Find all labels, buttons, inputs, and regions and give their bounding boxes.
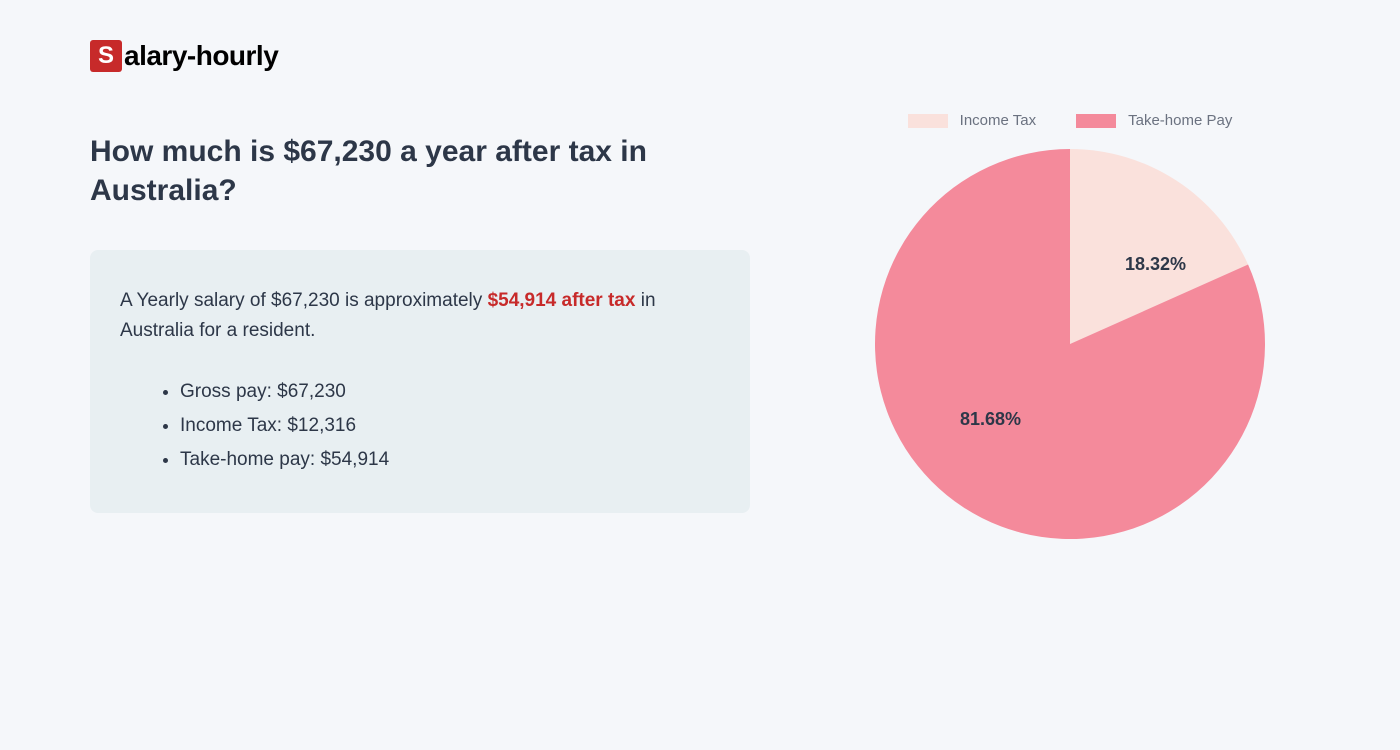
legend-label: Take-home Pay xyxy=(1128,112,1232,129)
info-text-before: A Yearly salary of $67,230 is approximat… xyxy=(120,290,488,311)
legend-label: Income Tax xyxy=(960,112,1036,129)
pie-chart: 18.32% 81.68% xyxy=(875,149,1265,539)
right-column: Income Tax Take-home Pay 18.32% 81.68% xyxy=(830,132,1310,539)
logo-icon: S xyxy=(90,40,122,72)
legend-item-take-home: Take-home Pay xyxy=(1076,112,1232,129)
info-box: A Yearly salary of $67,230 is approximat… xyxy=(90,250,750,513)
pie-label-income-tax: 18.32% xyxy=(1125,254,1186,275)
list-item: Take-home pay: $54,914 xyxy=(180,443,720,477)
legend-item-income-tax: Income Tax xyxy=(908,112,1036,129)
page-heading: How much is $67,230 a year after tax in … xyxy=(90,132,750,210)
info-highlight: $54,914 after tax xyxy=(488,290,636,311)
main-content: How much is $67,230 a year after tax in … xyxy=(90,132,1310,539)
list-item: Gross pay: $67,230 xyxy=(180,375,720,409)
legend-swatch xyxy=(1076,114,1116,128)
logo: S alary-hourly xyxy=(90,40,1310,72)
pie-label-take-home: 81.68% xyxy=(960,409,1021,430)
pie-svg xyxy=(875,149,1265,539)
chart-legend: Income Tax Take-home Pay xyxy=(830,112,1310,129)
legend-swatch xyxy=(908,114,948,128)
list-item: Income Tax: $12,316 xyxy=(180,409,720,443)
left-column: How much is $67,230 a year after tax in … xyxy=(90,132,750,539)
info-summary: A Yearly salary of $67,230 is approximat… xyxy=(120,286,720,347)
info-list: Gross pay: $67,230 Income Tax: $12,316 T… xyxy=(120,375,720,478)
logo-text: alary-hourly xyxy=(124,40,278,72)
